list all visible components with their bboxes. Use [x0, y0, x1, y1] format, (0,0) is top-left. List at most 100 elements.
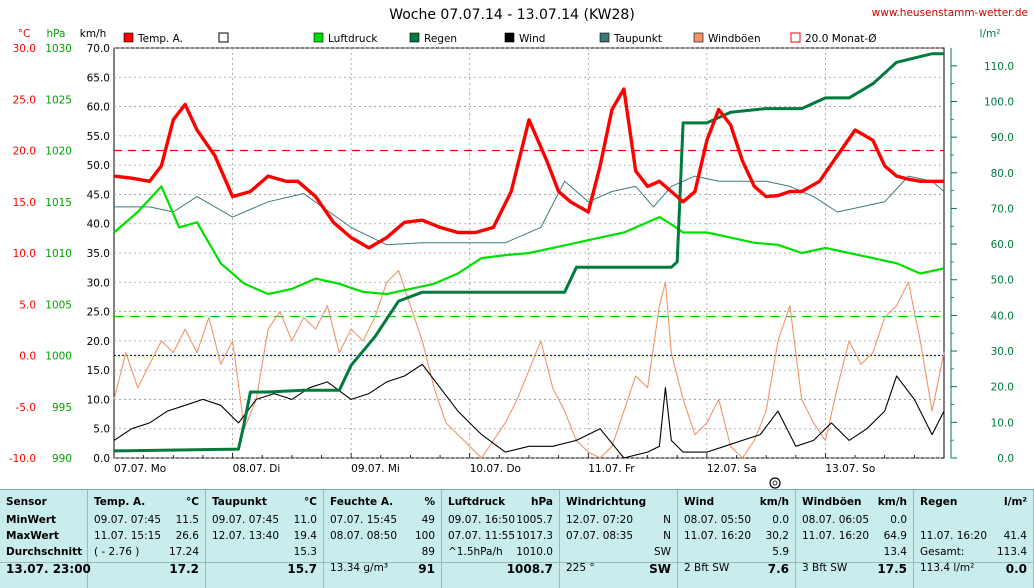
rain-tick-label: 0.0	[997, 453, 1014, 465]
series-taupunkt	[114, 175, 945, 246]
cell-value: 0.0	[890, 514, 907, 526]
cell-value: 5.9	[772, 546, 789, 558]
time-marker-icon[interactable]	[769, 477, 781, 489]
rain-tick-label: 70.0	[991, 203, 1014, 215]
cell-timestamp: 07.07. 11:55	[448, 530, 515, 542]
legend-swatch	[409, 32, 420, 43]
x-tick-label: 07.07. Mo	[114, 463, 166, 475]
table-column: Luftdruck hPa 09.07. 16:50 1005.7 07.07. 11:…	[442, 490, 560, 588]
chart-title: Woche 07.07.14 - 13.07.14 (KW28)	[389, 7, 635, 23]
column-unit: %	[424, 496, 435, 508]
column-header: Windböen	[802, 496, 862, 508]
cell-value: N	[663, 514, 671, 526]
temp-tick-label: 30.0	[13, 43, 36, 55]
rain-tick-label: 60.0	[991, 239, 1014, 251]
pressure-tick-label: 1010	[45, 248, 72, 260]
rain-tick-label: 100.0	[984, 96, 1014, 108]
cell-timestamp: Gesamt:	[920, 546, 965, 558]
legend-swatch	[504, 32, 515, 43]
footer-current-value: 17.2	[169, 562, 199, 576]
series-regen	[113, 52, 944, 453]
wind-tick-label: 50.0	[87, 160, 110, 172]
footer-current-value: 15.7	[287, 562, 317, 576]
cell-value: 26.6	[175, 530, 199, 542]
cell-timestamp: 11.07. 16:20	[684, 530, 751, 542]
column-header: Sensor	[6, 496, 47, 508]
legend-label: Taupunkt	[613, 33, 662, 45]
table-column: Windrichtung 12.07. 07:20 N 07.07. 08:35 N SW…	[560, 490, 678, 588]
summary-table: Sensor MinWert MaxWert Durchschnitt 13.07. 2…	[0, 489, 1034, 588]
x-tick-label: 11.07. Fr	[588, 463, 635, 475]
wind-tick-label: 20.0	[87, 336, 110, 348]
temp-tick-label: -5.0	[16, 402, 37, 414]
rain-tick-label: 10.0	[991, 417, 1014, 429]
rain-tick-label: 20.0	[991, 382, 1014, 394]
pressure-tick-label: 1015	[45, 197, 72, 209]
table-column: Windböen km/h 08.07. 06:05 0.0 11.07. 16:20 6…	[796, 490, 914, 588]
x-tick-label: 09.07. Mi	[351, 463, 400, 475]
cell-value: 64.9	[883, 530, 907, 542]
wind-tick-label: 0.0	[93, 453, 110, 465]
cell-value: 11.0	[293, 514, 317, 526]
wind-tick-label: 5.0	[93, 424, 110, 436]
row-label: MinWert	[6, 514, 57, 526]
cell-value: 1010.0	[516, 546, 553, 558]
series-wind	[113, 363, 945, 459]
wind-tick-label: 55.0	[87, 131, 110, 143]
cell-timestamp: 09.07. 16:50	[448, 514, 515, 526]
cell-value: 17.24	[168, 546, 199, 558]
wind-tick-label: 60.0	[87, 102, 110, 114]
column-unit: °C	[304, 496, 317, 508]
cell-value: 100	[414, 530, 435, 542]
cell-value: 89	[421, 546, 435, 558]
table-footer-timestamp: 13.07. 23:00	[6, 562, 91, 576]
temp-tick-label: -10.0	[9, 453, 36, 465]
column-unit: °C	[186, 496, 199, 508]
temp-tick-label: 20.0	[13, 146, 36, 158]
cell-timestamp: ^1.5hPa/h	[448, 546, 503, 558]
column-header: Taupunkt	[212, 496, 267, 508]
legend-label: Windböen	[708, 33, 761, 45]
wind-tick-label: 45.0	[87, 189, 110, 201]
footer-current-value: 17.5	[877, 562, 907, 576]
legend-label: Regen	[424, 33, 457, 45]
column-header: Luftdruck	[448, 496, 506, 508]
rain-tick-label: 110.0	[984, 61, 1014, 73]
rain-tick-label: 50.0	[991, 275, 1014, 287]
cell-timestamp: 11.07. 16:20	[802, 530, 869, 542]
temp-tick-label: 15.0	[13, 197, 36, 209]
legend-label: Wind	[519, 33, 545, 45]
footer-current-value: SW	[649, 562, 671, 576]
table-separator	[0, 562, 1034, 563]
pressure-tick-label: 990	[52, 453, 72, 465]
cell-value: 11.5	[175, 514, 199, 526]
chart-legend: Temp. A. Luftdruck Regen Wind Taupunkt Windbö…	[123, 32, 876, 45]
weather-chart: Woche 07.07.14 - 13.07.14 (KW28) www.heu…	[9, 7, 1028, 489]
site-url[interactable]: www.heusenstamm-wetter.de	[872, 7, 1028, 19]
x-tick-label: 10.07. Do	[470, 463, 521, 475]
cell-value: 1017.3	[516, 530, 553, 542]
column-header: Feuchte A.	[330, 496, 394, 508]
wind-tick-label: 35.0	[87, 248, 110, 260]
tick-labels: 30.0 25.0 20.0 15.0 10.0 5.0 0.0 -5.0 -10.0 1030 1…	[9, 43, 1014, 475]
legend-label: 20.0 Monat-Ø	[805, 33, 876, 45]
row-label: MaxWert	[6, 530, 59, 542]
series-temp-a-	[113, 87, 944, 250]
rain-unit-label: l/m²	[980, 28, 1001, 40]
table-column: Regen l/m² 11.07. 16:20 41.4 Gesamt: 113.4 113…	[914, 490, 1034, 588]
column-unit: l/m²	[1004, 496, 1027, 508]
legend-swatch	[313, 32, 324, 43]
table-column: Wind km/h 08.07. 05:50 0.0 11.07. 16:20 30.2 5…	[678, 490, 796, 588]
pressure-tick-label: 1000	[45, 351, 72, 363]
wind-tick-label: 10.0	[87, 394, 110, 406]
legend-swatch	[693, 32, 704, 43]
column-header: Wind	[684, 496, 715, 508]
cell-timestamp: 12.07. 13:40	[212, 530, 279, 542]
wind-tick-label: 40.0	[87, 219, 110, 231]
time-marker-dot-icon	[772, 480, 778, 486]
table-column: Sensor MinWert MaxWert Durchschnitt 13.07. 2…	[0, 490, 91, 588]
cell-value: 41.4	[1003, 530, 1027, 542]
wind-unit-label: km/h	[80, 28, 107, 40]
footer-current-value: 0.0	[1005, 562, 1027, 576]
column-unit: km/h	[759, 496, 789, 508]
